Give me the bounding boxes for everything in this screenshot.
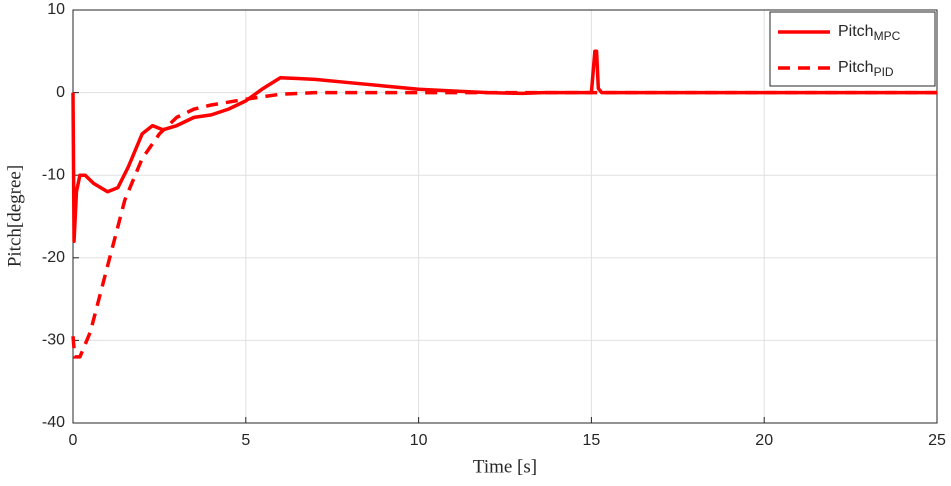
y-tick-label: -20 xyxy=(42,249,65,266)
x-tick-label: 10 xyxy=(410,432,428,449)
x-tick-label: 20 xyxy=(755,432,773,449)
legend-name: Pitch xyxy=(838,59,874,76)
y-tick-label: -40 xyxy=(42,414,65,431)
series-line xyxy=(71,49,937,244)
x-tick-label: 25 xyxy=(928,432,946,449)
x-tick-label: 0 xyxy=(69,432,78,449)
legend-label: PitchPID xyxy=(838,59,894,79)
legend-subscript: PID xyxy=(874,65,894,79)
y-tick-label: 0 xyxy=(56,84,65,101)
y-tick-label: 10 xyxy=(47,1,65,18)
x-tick-label: 5 xyxy=(241,432,250,449)
y-axis-label: Pitch[degree] xyxy=(4,165,25,267)
x-axis-label: Time [s] xyxy=(473,456,537,477)
legend-label: PitchMPC xyxy=(838,23,901,43)
y-tick-label: -30 xyxy=(42,332,65,349)
legend-name: Pitch xyxy=(838,23,874,40)
legend-subscript: MPC xyxy=(874,29,901,43)
x-tick-label: 15 xyxy=(583,432,601,449)
y-tick-label: -10 xyxy=(42,166,65,183)
legend-box xyxy=(769,11,936,87)
